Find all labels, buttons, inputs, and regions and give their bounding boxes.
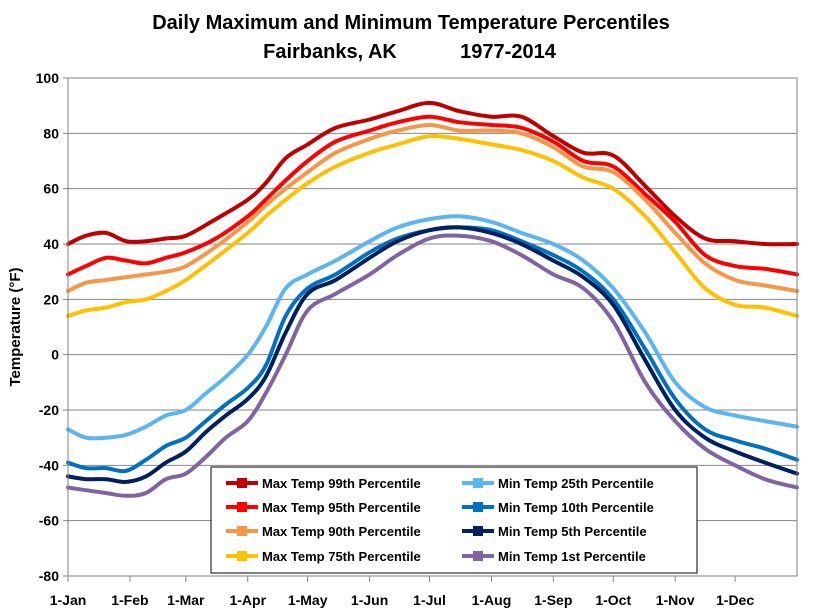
legend-label: Max Temp 90th Percentile <box>262 524 421 539</box>
y-tick-label: -80 <box>39 568 59 584</box>
y-axis-ticks: 100 80 60 40 20 0 -20 -40 -60 -80 <box>36 70 68 584</box>
y-tick-label: -60 <box>39 513 59 529</box>
y-tick-label: 60 <box>43 181 59 197</box>
y-tick-label: 80 <box>43 125 59 141</box>
legend-marker <box>237 551 247 561</box>
legend-label: Min Temp 10th Percentile <box>498 500 654 515</box>
x-tick-label: 1-Jun <box>351 592 388 608</box>
legend-label: Min Temp 1st Percentile <box>498 549 646 564</box>
legend-label: Min Temp 25th Percentile <box>498 476 654 491</box>
y-tick-label: 40 <box>43 236 59 252</box>
x-tick-label: 1-Jul <box>413 592 446 608</box>
chart-subtitle-years: 1977-2014 <box>460 41 557 63</box>
x-tick-label: 1-Aug <box>472 592 512 608</box>
series-line-max-temp-95th-percentile <box>66 114 799 277</box>
legend-label: Max Temp 95th Percentile <box>262 500 421 515</box>
y-axis-label: Temperature (°F) <box>7 267 24 386</box>
x-tick-label: 1-Jan <box>50 592 87 608</box>
y-tick-label: 0 <box>51 347 59 363</box>
x-tick-label: 1-Oct <box>595 592 631 608</box>
series-line-max-temp-75th-percentile <box>66 133 799 318</box>
x-tick-label: 1-Apr <box>229 592 266 608</box>
x-tick-label: 1-Nov <box>656 592 695 608</box>
legend: Max Temp 99th Percentile Max Temp 95th Pe… <box>210 466 698 574</box>
legend-marker <box>237 526 247 536</box>
chart-title: Daily Maximum and Minimum Temperature Pe… <box>152 12 670 34</box>
x-tick-label: 1-Feb <box>111 592 148 608</box>
chart-subtitle-location: Fairbanks, AK <box>263 41 397 63</box>
legend-label: Max Temp 75th Percentile <box>262 549 421 564</box>
x-tick-label: 1-May <box>288 592 328 608</box>
series-line-min-temp-10th-percentile <box>66 225 799 474</box>
legend-label: Min Temp 5th Percentile <box>498 524 647 539</box>
y-tick-label: 100 <box>36 70 60 86</box>
legend-label: Max Temp 99th Percentile <box>262 476 421 491</box>
legend-marker <box>473 502 483 512</box>
series-line-min-temp-5th-percentile <box>66 225 799 484</box>
plot-border <box>67 77 798 577</box>
y-tick-label: -20 <box>39 402 59 418</box>
series-line-min-temp-25th-percentile <box>66 214 799 441</box>
legend-marker <box>473 526 483 536</box>
x-tick-label: 1-Sep <box>534 592 572 608</box>
legend-marker <box>473 551 483 561</box>
y-tick-label: -40 <box>39 457 59 473</box>
legend-marker <box>237 502 247 512</box>
series-line-max-temp-99th-percentile <box>66 100 799 247</box>
series-line-max-temp-90th-percentile <box>66 123 799 293</box>
legend-marker <box>237 478 247 488</box>
series-lines <box>66 100 799 498</box>
y-tick-label: 20 <box>43 291 59 307</box>
x-axis-ticks: 1-Jan 1-Feb 1-Mar 1-Apr 1-May 1-Jun 1-Jul 1-Aug… <box>50 576 754 608</box>
x-tick-label: 1-Mar <box>167 592 205 608</box>
x-tick-label: 1-Dec <box>716 592 754 608</box>
legend-marker <box>473 478 483 488</box>
legend-box <box>210 466 698 574</box>
series-line-min-temp-1st-percentile <box>66 233 799 498</box>
